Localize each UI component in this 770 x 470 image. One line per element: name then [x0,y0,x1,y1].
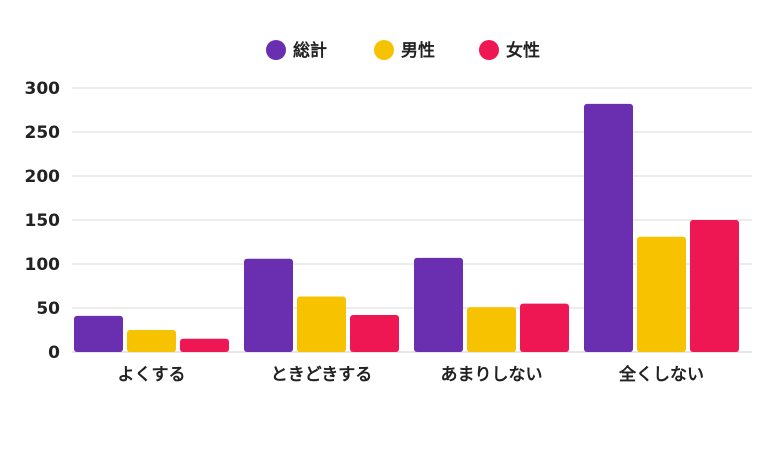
bar-総計-ときどきする [244,258,293,352]
y-tick-label: 50 [36,299,60,319]
legend-label: 総計 [293,40,327,61]
bars [74,103,739,352]
y-tick-label: 300 [25,79,61,99]
x-category-label: 全くしない [618,364,704,385]
y-tick-label: 100 [25,255,61,275]
y-axis-ticks: 0 50 100 150 200 250 300 [25,79,61,363]
bar-男性-よくする [127,330,176,352]
legend-swatch-男性 [374,40,394,60]
bar-女性-全くしない [690,220,739,352]
y-tick-label: 0 [48,343,60,363]
y-tick-label: 150 [25,211,61,231]
bar-男性-全くしない [637,236,686,352]
bar-男性-ときどきする [297,296,346,352]
x-category-label: よくする [118,365,186,385]
x-category-label: あまりしない [441,365,543,385]
x-axis-categories: よくする ときどきする あまりしない 全くしない [118,364,705,385]
legend-label: 女性 [506,40,540,61]
bar-総計-あまりしない [414,257,463,352]
legend-swatch-総計 [266,40,286,60]
bar-女性-ときどきする [350,315,399,352]
x-category-label: ときどきする [271,365,373,385]
y-tick-label: 250 [25,123,61,143]
bar-総計-よくする [74,315,123,352]
y-tick-label: 200 [25,167,61,187]
bar-女性-あまりしない [520,303,569,352]
grid-lines [72,87,752,353]
bar-女性-よくする [180,338,229,352]
legend: 総計 男性 女性 [266,40,540,61]
bar-総計-全くしない [584,103,633,352]
legend-swatch-女性 [479,40,499,60]
bar-男性-あまりしない [467,307,516,352]
legend-label: 男性 [401,40,435,61]
